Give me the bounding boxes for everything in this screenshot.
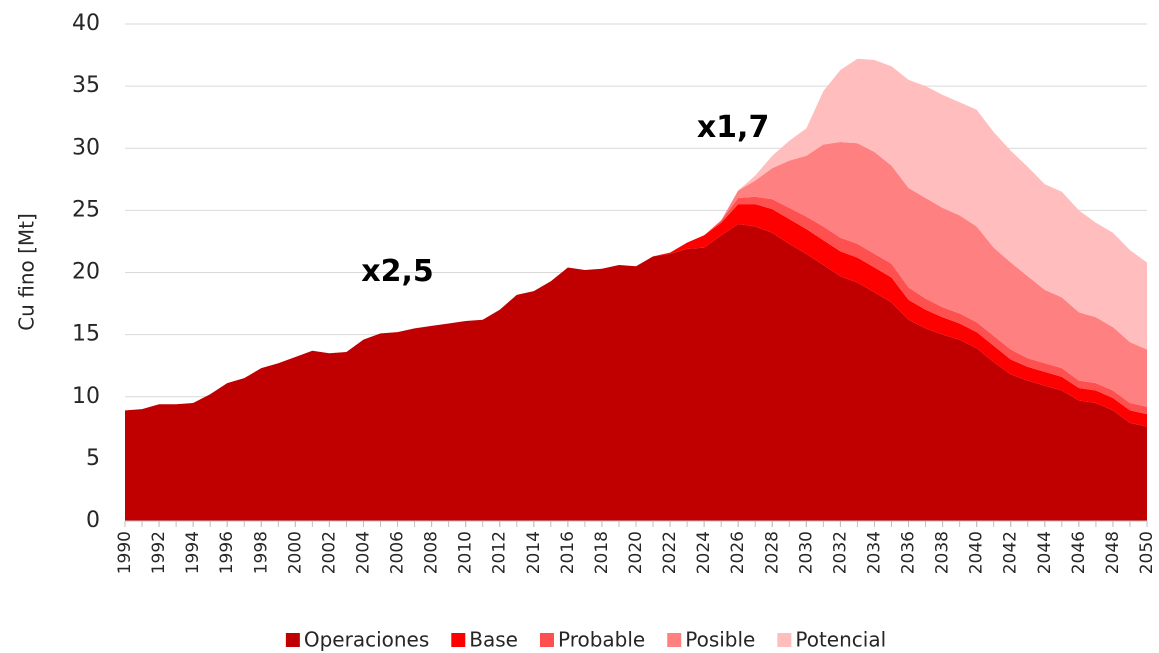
x-tick-label: 1992 <box>149 531 169 574</box>
legend-swatch <box>539 633 554 647</box>
x-tick-label: 2014 <box>524 531 544 574</box>
x-tick-label: 2044 <box>1035 531 1055 574</box>
x-tick-label: 2046 <box>1069 531 1089 574</box>
y-tick-label: 5 <box>86 446 100 471</box>
y-tick-label: 25 <box>72 197 100 222</box>
x-tick-label: 1994 <box>183 531 203 574</box>
x-tick-label: 2004 <box>353 531 373 574</box>
x-tick-label: 2024 <box>694 531 714 574</box>
legend-swatch <box>451 633 466 647</box>
y-tick-label: 30 <box>72 135 100 160</box>
x-tick-label: 1998 <box>251 531 271 574</box>
x-tick-label: 2030 <box>796 531 816 574</box>
x-tick-label: 2008 <box>422 531 442 574</box>
x-tick-label: 2012 <box>490 531 510 574</box>
legend-label: Potencial <box>795 628 886 652</box>
x-tick-label: 2048 <box>1103 531 1123 574</box>
y-tick-label: 15 <box>72 322 100 347</box>
x-tick-label: 2002 <box>319 531 339 574</box>
x-tick-label: 1996 <box>217 531 237 574</box>
y-tick-label: 35 <box>72 73 100 98</box>
area <box>125 58 1147 411</box>
x-tick-label: 2050 <box>1137 531 1157 574</box>
x-tick-label: 2036 <box>899 531 919 574</box>
x-tick-label: 2010 <box>456 531 476 574</box>
x-tick-label: 2022 <box>660 531 680 574</box>
x-tick-label: 2032 <box>830 531 850 574</box>
x-tick-label: 2000 <box>285 531 305 574</box>
y-tick-label: 10 <box>72 384 100 409</box>
x-tick-label: 2026 <box>728 531 748 574</box>
x-tick-label: 2028 <box>762 531 782 574</box>
legend-swatch <box>777 633 792 647</box>
x-tick-label: 1990 <box>115 531 135 574</box>
x-tick-label: 2038 <box>933 531 953 574</box>
y-axis-label: Cu fino [Mt] <box>15 213 39 331</box>
annotation: x1,7 <box>697 110 770 145</box>
area <box>125 142 1147 411</box>
x-tick-label: 2034 <box>864 531 884 574</box>
area <box>125 224 1147 522</box>
x-tick-label: 2020 <box>626 531 646 574</box>
legend-swatch <box>285 633 300 647</box>
x-tick-label: 2016 <box>558 531 578 574</box>
annotation: x2,5 <box>361 254 434 289</box>
x-tick-label: 2018 <box>592 531 612 574</box>
x-tick-label: 2006 <box>388 531 408 574</box>
y-tick-label: 0 <box>86 508 100 533</box>
legend-label: Posible <box>685 628 755 652</box>
legend-label: Probable <box>558 628 645 652</box>
x-tick-label: 2042 <box>1001 531 1021 574</box>
y-tick-label: 40 <box>72 11 100 36</box>
y-tick-label: 20 <box>72 260 100 285</box>
legend-label: Operaciones <box>304 628 429 652</box>
legend-label: Base <box>469 628 518 652</box>
x-tick-label: 2040 <box>967 531 987 574</box>
legend-swatch <box>667 633 682 647</box>
